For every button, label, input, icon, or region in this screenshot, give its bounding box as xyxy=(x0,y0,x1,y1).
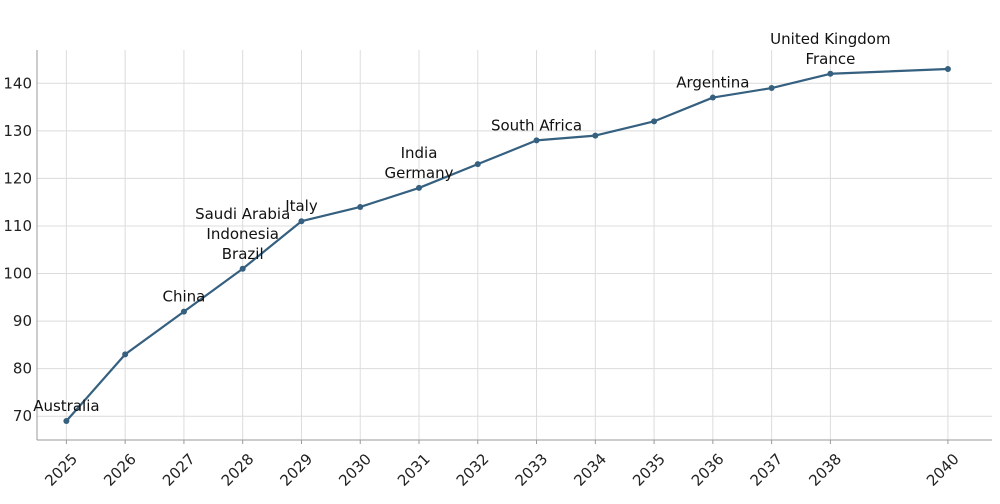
x-tick-label: 2025 xyxy=(41,450,81,490)
annotation-label: United Kingdom xyxy=(770,30,890,48)
y-tick-label: 110 xyxy=(3,217,32,235)
grid-layer xyxy=(37,50,992,440)
data-point xyxy=(416,184,422,191)
x-tick-label: 2036 xyxy=(688,450,728,490)
y-tick-label: 130 xyxy=(3,122,32,140)
data-point xyxy=(651,118,658,125)
data-point xyxy=(298,218,305,225)
annotation-label: Germany xyxy=(385,164,454,182)
x-tick-label: 2032 xyxy=(453,450,493,490)
x-tick-label: 2033 xyxy=(512,450,552,490)
y-tick-label: 140 xyxy=(3,74,32,92)
x-tick-label: 2040 xyxy=(923,450,963,490)
annotation-label: Italy xyxy=(285,197,318,215)
x-tick-label: 2031 xyxy=(394,450,434,490)
y-tick-label: 80 xyxy=(13,360,32,378)
data-point xyxy=(63,417,70,424)
data-point xyxy=(709,94,716,101)
data-point xyxy=(827,70,834,77)
annotation-label: Australia xyxy=(33,397,99,415)
data-point xyxy=(180,308,187,315)
x-tick-label: 2035 xyxy=(629,450,669,490)
annotation-label: Argentina xyxy=(676,74,749,92)
annotation-label: Indonesia xyxy=(206,225,279,243)
annotation-label: France xyxy=(805,50,855,68)
x-tick-label: 2030 xyxy=(335,450,375,490)
data-point xyxy=(944,66,951,73)
x-tick-label: 2027 xyxy=(159,450,199,490)
label-layer: Australia China Brazil Indonesia Saudi Arabi… xyxy=(33,30,890,415)
data-point xyxy=(533,137,540,144)
x-tick-label: 2034 xyxy=(570,450,610,490)
x-tick-label: 2038 xyxy=(805,450,845,490)
data-point xyxy=(592,132,599,139)
annotation-label: South Africa xyxy=(491,116,582,134)
x-tick-label: 2029 xyxy=(276,450,316,490)
data-point xyxy=(474,161,481,168)
x-tick-label: 2037 xyxy=(747,450,787,490)
points-layer xyxy=(63,66,951,424)
y-tick-label: 120 xyxy=(3,169,32,187)
data-point xyxy=(357,203,364,210)
data-point xyxy=(768,85,775,92)
data-point xyxy=(122,351,129,358)
y-tick-label: 90 xyxy=(13,312,32,330)
annotation-label: India xyxy=(401,144,438,162)
x-tick-label: 2028 xyxy=(218,450,258,490)
y-tick-label: 70 xyxy=(13,407,32,425)
annotation-label: China xyxy=(162,288,205,306)
x-tick-label: 2026 xyxy=(100,450,140,490)
y-tick-label: 100 xyxy=(3,265,32,283)
annotation-label: Brazil xyxy=(222,245,264,263)
annotation-label: Saudi Arabia xyxy=(195,205,290,223)
data-point xyxy=(239,265,246,272)
